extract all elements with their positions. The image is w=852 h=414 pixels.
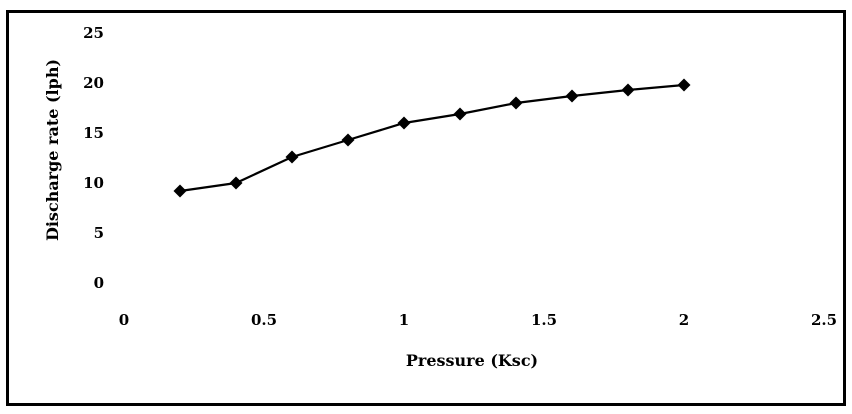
y-tick-labels: 0 5 10 15 20 25 — [83, 24, 104, 292]
data-point-marker — [285, 150, 299, 164]
data-point-marker — [341, 133, 355, 147]
y-axis-title: Discharge rate (lph) — [43, 59, 62, 241]
chart-frame — [6, 10, 846, 406]
data-point-marker — [621, 83, 635, 97]
y-tick-label: 25 — [83, 24, 104, 42]
data-point-marker — [229, 176, 243, 190]
y-tick-label: 0 — [94, 274, 104, 292]
y-tick-label: 5 — [94, 224, 104, 242]
data-point-marker — [565, 89, 579, 103]
data-point-marker — [173, 184, 187, 198]
series-line — [179, 83, 685, 193]
x-tick-label: 0.5 — [251, 311, 277, 329]
y-tick-label: 20 — [83, 74, 104, 92]
data-point-marker — [397, 116, 411, 130]
x-tick-label: 1 — [399, 311, 409, 329]
x-axis-title: Pressure (Ksc) — [406, 351, 538, 370]
y-tick-label: 15 — [83, 124, 104, 142]
y-tick-label: 10 — [83, 174, 104, 192]
x-tick-label: 1.5 — [531, 311, 557, 329]
data-point-marker — [509, 96, 523, 110]
x-tick-label: 0 — [119, 311, 129, 329]
series-layer — [173, 78, 691, 198]
x-tick-labels: 0 0.5 1 1.5 2 2.5 — [119, 311, 837, 329]
data-point-marker — [453, 107, 467, 121]
x-tick-label: 2.5 — [811, 311, 837, 329]
x-tick-label: 2 — [679, 311, 689, 329]
data-point-marker — [677, 78, 691, 92]
